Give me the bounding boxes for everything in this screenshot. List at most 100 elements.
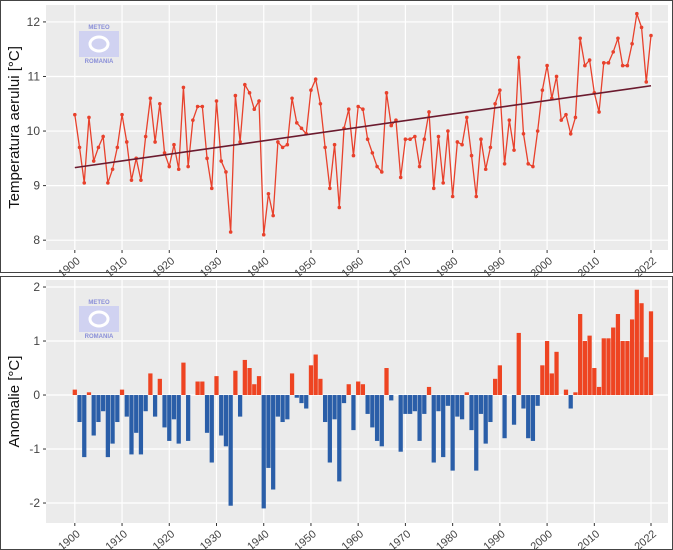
bar — [115, 395, 120, 423]
data-point — [91, 159, 96, 163]
data-point — [158, 101, 162, 106]
data-point — [299, 126, 304, 131]
bar — [86, 392, 92, 396]
bar — [237, 395, 243, 417]
data-point — [498, 88, 502, 92]
data-point — [356, 104, 360, 109]
y-tick-label: -1 — [29, 442, 40, 456]
data-point — [228, 230, 233, 234]
data-point — [115, 145, 120, 150]
bar — [389, 395, 394, 401]
data-point — [252, 107, 257, 112]
bar — [327, 395, 332, 463]
data-point — [129, 178, 134, 182]
bar — [285, 395, 290, 420]
data-point — [583, 63, 587, 68]
data-point — [191, 118, 195, 122]
data-point — [479, 137, 483, 142]
data-point — [110, 167, 115, 172]
data-point — [620, 63, 625, 68]
x-tick-label: 1900 — [56, 528, 82, 550]
data-point — [285, 142, 290, 147]
watermark-text: ROMANIA — [85, 334, 114, 340]
data-point — [635, 11, 639, 16]
bar — [219, 395, 224, 436]
watermark-text: METEO — [88, 25, 110, 31]
data-point — [450, 194, 455, 199]
data-point — [96, 145, 101, 150]
y-tick-label: -2 — [29, 496, 40, 510]
bar — [110, 395, 115, 444]
bar — [568, 395, 573, 409]
bar — [408, 395, 413, 414]
bar — [346, 384, 351, 396]
data-point — [106, 181, 110, 185]
data-point — [493, 101, 497, 106]
data-point — [224, 170, 228, 174]
bar — [313, 354, 318, 396]
bar — [573, 392, 578, 396]
bar — [549, 373, 554, 396]
bar — [436, 395, 441, 412]
bar — [474, 395, 479, 471]
data-point — [483, 167, 488, 172]
data-point — [361, 107, 365, 112]
data-point — [195, 104, 200, 109]
data-point — [601, 61, 606, 65]
bar — [615, 314, 621, 396]
data-point — [101, 134, 105, 139]
data-point — [578, 36, 582, 41]
bar — [271, 395, 276, 490]
y-tick-label: 9 — [33, 179, 40, 193]
data-point — [271, 213, 275, 218]
bar — [422, 395, 427, 414]
x-tick-label: 2010 — [576, 528, 602, 550]
data-point — [290, 96, 294, 101]
data-point — [209, 186, 214, 191]
bar — [639, 303, 644, 396]
bar — [544, 341, 550, 396]
data-point — [167, 164, 172, 169]
data-point — [403, 137, 408, 142]
data-point — [606, 61, 611, 65]
y-tick-label: 12 — [27, 15, 41, 29]
data-point — [413, 134, 417, 139]
bar — [186, 395, 191, 441]
bar — [441, 395, 446, 458]
bar — [332, 395, 337, 420]
data-point — [148, 96, 153, 101]
bar — [308, 365, 314, 396]
bar — [152, 395, 158, 417]
bar — [138, 395, 144, 455]
bar — [171, 395, 177, 420]
bar — [601, 338, 606, 396]
logo-ring — [88, 35, 110, 53]
bar — [360, 384, 366, 396]
bar — [204, 395, 210, 433]
y-axis-title: Temperatura aerului [°C] — [6, 46, 23, 209]
bar — [455, 395, 460, 417]
data-point — [172, 142, 176, 147]
bar — [124, 395, 129, 417]
data-point — [531, 164, 535, 169]
bar — [620, 341, 625, 396]
bar — [365, 395, 370, 414]
bar — [289, 373, 295, 396]
data-point — [257, 99, 261, 103]
data-point — [441, 181, 445, 185]
bar — [403, 395, 408, 414]
bar — [629, 319, 635, 396]
bar — [644, 357, 649, 396]
bar — [634, 289, 639, 396]
bar — [322, 395, 328, 423]
bar — [516, 332, 521, 396]
data-point — [143, 134, 148, 139]
bar — [167, 395, 172, 441]
data-point — [460, 142, 464, 147]
data-point — [535, 129, 540, 133]
y-tick-label: 8 — [33, 233, 40, 247]
data-point — [427, 110, 431, 114]
bar — [497, 365, 502, 396]
x-tick-label: 1990 — [481, 528, 507, 550]
bar — [266, 395, 271, 468]
